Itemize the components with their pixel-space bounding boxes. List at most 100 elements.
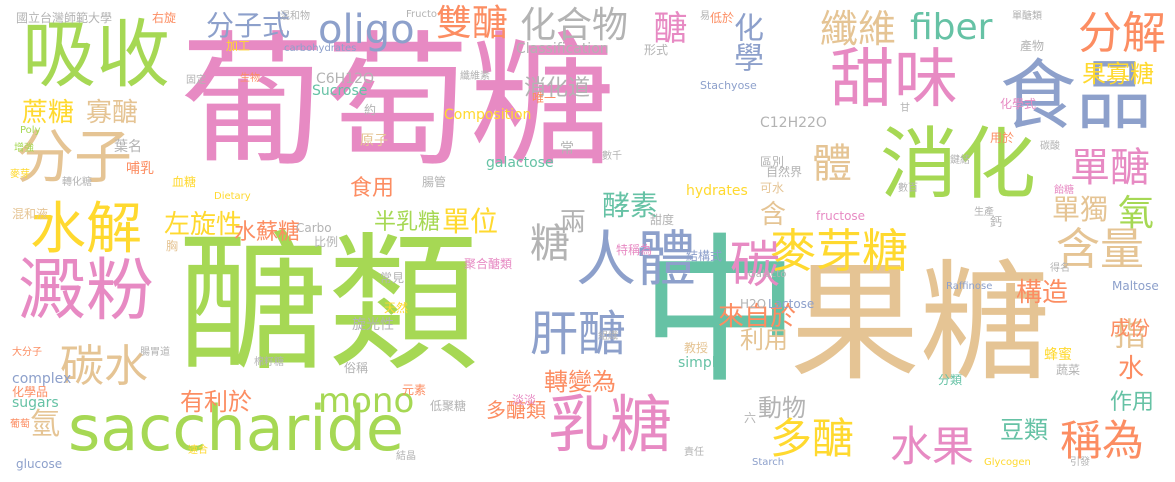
word-mono: mono	[318, 381, 415, 421]
word-chest: 胸	[166, 239, 179, 253]
word-chemicals: 化學品	[12, 385, 49, 399]
word-stachyose-zh: 水蘇糖	[234, 220, 301, 245]
word-fructose-zh: 果糖	[790, 247, 1051, 399]
word-form: 形式	[644, 43, 669, 57]
word-maltose: 麥芽糖	[770, 224, 908, 278]
word-middle: 中	[640, 218, 801, 405]
word-mixture: 混和物	[280, 11, 310, 22]
word-blood-sugar: 血糖	[172, 175, 197, 189]
word-dextrorotatory: 右旋	[152, 11, 177, 25]
word-optical-rotation: 旋光性	[352, 317, 394, 333]
word-carbowater: 碳水	[60, 341, 148, 392]
word-h2o: H2O	[740, 297, 767, 311]
word-disaccharide: 雙醣	[436, 3, 509, 44]
word-starch-en: Starch	[752, 457, 785, 468]
word-often: 常	[560, 141, 574, 157]
word-lactose-en: Lactose	[768, 297, 815, 311]
word-two: 兩	[560, 208, 587, 238]
word-classification: Classification	[516, 41, 609, 57]
word-refer: 指	[1114, 315, 1147, 353]
word-called: 稱為	[1060, 416, 1145, 465]
word-vegetable: 蔬菜	[1056, 363, 1081, 377]
word-stachyose: Stachyose	[700, 79, 757, 92]
word-honey: 蜂蜜	[1044, 347, 1072, 363]
word-beneficial: 有利於	[180, 388, 252, 416]
word-invert-sugar: 轉化糖	[62, 177, 92, 188]
word-dietary: Dietary	[214, 191, 251, 202]
word-responsibility: 責任	[684, 447, 704, 458]
word-intestine: 腸管	[422, 175, 447, 189]
word-sucrose-zh: 蔗糖	[22, 98, 75, 128]
word-human-body: 人體	[576, 225, 696, 295]
word-gi-tract: 腸胃道	[140, 347, 170, 358]
word-fast-combine: 速合	[188, 445, 208, 456]
word-saccharides-zh: 醣類	[178, 218, 479, 392]
word-glucose: glucose	[16, 457, 63, 471]
word-enhance: 增強	[14, 143, 34, 154]
word-c12h22o: C12H22O	[760, 115, 827, 131]
word-contain: 含	[760, 200, 787, 230]
word-about: 約	[364, 103, 377, 117]
word-hundreds: 數百	[898, 183, 918, 194]
word-polymer-saccharides: 聚合醣類	[464, 257, 513, 271]
word-complex: complex	[12, 371, 72, 387]
word-sweet: 甜味	[830, 43, 958, 117]
word-distinguish: 區別	[760, 155, 785, 169]
word-fiber: fiber	[910, 7, 993, 48]
word-fruit: 水果	[890, 422, 975, 471]
word-galactose-zh: 半乳糖	[374, 210, 441, 235]
word-sugars: sugars	[12, 395, 59, 411]
word-raffinose: Raffinose	[946, 281, 993, 292]
word-maltose-en: Maltose	[1112, 279, 1159, 293]
word-molecule: 分子	[16, 123, 133, 191]
word-fixed: 固定	[186, 75, 206, 86]
word-content: 含量	[1056, 224, 1144, 275]
word-monosaccharide: 單醣	[1070, 145, 1150, 191]
word-hydrolysis: 水解	[30, 197, 142, 262]
word-utilize: 利用	[740, 326, 788, 354]
word-oxygen: 氧	[1118, 193, 1155, 234]
word-sugar: 糖	[530, 221, 570, 267]
word-specially-called: 特稱為	[616, 243, 653, 257]
word-carbon: 碳	[730, 236, 780, 294]
word-lactose: 乳糖	[548, 388, 673, 461]
word-glycogen-zh: 肝醣	[530, 306, 627, 362]
word-structural-formula: 結構式	[686, 249, 723, 263]
word-malt-sugar: 飴糖	[1054, 185, 1074, 196]
word-food: 食品	[1000, 51, 1152, 140]
word-simple: simple	[678, 355, 725, 371]
word-digest: 消化	[880, 120, 1037, 210]
word-levorotatory: 左旋性	[164, 210, 243, 240]
word-trigger: 引發	[1070, 457, 1090, 468]
word-composition: Composition	[444, 107, 532, 123]
word-calcium: 鈣	[990, 215, 1003, 229]
word-galacto: Galacto	[748, 269, 787, 280]
word-bond: 鍵結	[950, 155, 970, 166]
word-named: 葉名	[114, 139, 142, 155]
word-decompose: 分解	[1078, 8, 1166, 59]
word-body: 體	[812, 141, 852, 187]
word-compound: 化合物	[520, 5, 629, 46]
word-macromolecule: 大分子	[12, 347, 42, 358]
word-used-for: 用於	[990, 131, 1015, 145]
word-polysaccharide: 多醣	[770, 414, 855, 463]
word-cellulose: 纖維素	[460, 71, 490, 82]
word-fructo: Fructo	[406, 9, 438, 20]
word-mammal: 哺乳	[126, 161, 154, 177]
word-transform: 轉變為	[544, 368, 616, 396]
word-enzyme: 酵素	[602, 189, 659, 222]
word-tissue: 組織	[598, 331, 618, 342]
word-fiber-zh: 纖維	[820, 7, 897, 51]
word-classify: 分類	[938, 373, 963, 387]
word-glycogen-en: Glycogen	[984, 457, 1031, 468]
word-carbohydrates: carbohydrates	[284, 43, 357, 54]
word-alone: 單獨	[1052, 193, 1109, 226]
word-hydrolyzable: 可水	[760, 181, 785, 195]
word-easy: 易	[700, 11, 710, 22]
word-component: 成份	[1110, 316, 1150, 340]
word-chemical-formula: 化學式	[1000, 97, 1037, 111]
word-only: 唯一	[532, 91, 557, 105]
word-galactose: galactose	[486, 155, 554, 171]
word-poly: Poly	[20, 125, 41, 136]
word-ntnu: 國立台灣師範大學	[16, 11, 113, 25]
